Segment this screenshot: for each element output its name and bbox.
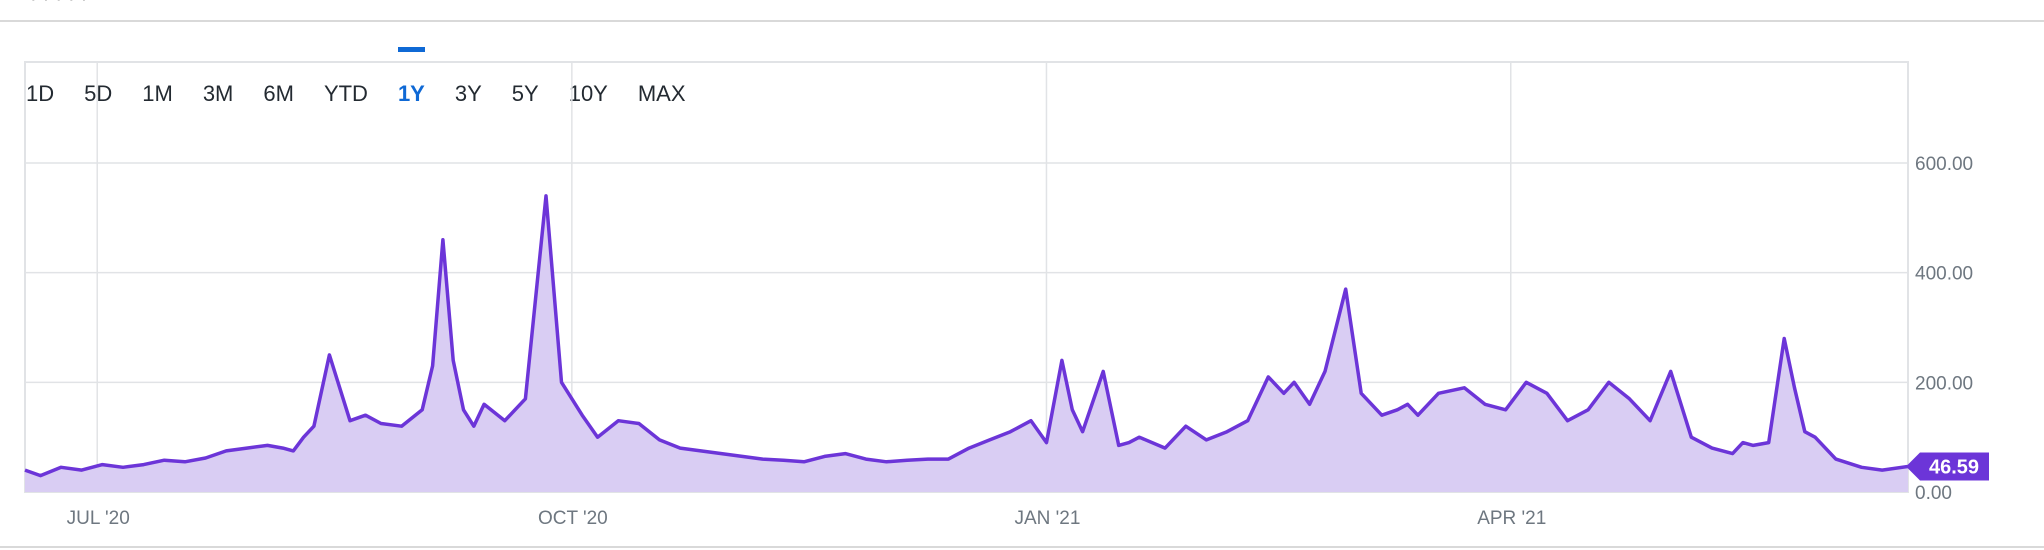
last-value-badge xyxy=(1906,452,1989,481)
last-value-label: 46.59 xyxy=(1929,456,1979,478)
range-button-5d[interactable]: 5D xyxy=(84,81,113,106)
y-tick-label: 0.00 xyxy=(1915,483,1952,504)
range-button-6m[interactable]: 6M xyxy=(263,81,294,106)
y-tick-label: 200.00 xyxy=(1915,373,1973,394)
range-button-ytd[interactable]: YTD xyxy=(323,81,368,106)
range-selector: 1D 5D 1M 3M 6M YTD 1Y 3Y 5Y 10Y MAX xyxy=(26,47,716,126)
x-tick-label: OCT '20 xyxy=(538,508,608,529)
range-button-max[interactable]: MAX xyxy=(637,81,686,106)
top-divider xyxy=(0,20,2044,22)
range-button-3y[interactable]: 3Y xyxy=(454,81,482,106)
x-tick-label: APR '21 xyxy=(1477,508,1546,529)
x-tick-label: JUL '20 xyxy=(67,508,130,529)
clipped-header-text: ····· xyxy=(30,0,93,11)
range-button-5y[interactable]: 5Y xyxy=(511,81,539,106)
range-button-1y[interactable]: 1Y xyxy=(397,47,425,106)
bottom-divider xyxy=(0,546,2044,548)
range-button-3m[interactable]: 3M xyxy=(202,81,234,106)
range-button-10y[interactable]: 10Y xyxy=(568,81,608,106)
x-tick-label: JAN '21 xyxy=(1014,508,1080,529)
y-tick-label: 600.00 xyxy=(1915,154,1973,175)
series-area xyxy=(25,195,1908,492)
series-line xyxy=(24,194,1909,478)
range-button-1d[interactable]: 1D xyxy=(26,81,55,106)
y-tick-label: 400.00 xyxy=(1915,264,1973,285)
range-button-1m[interactable]: 1M xyxy=(142,81,173,106)
